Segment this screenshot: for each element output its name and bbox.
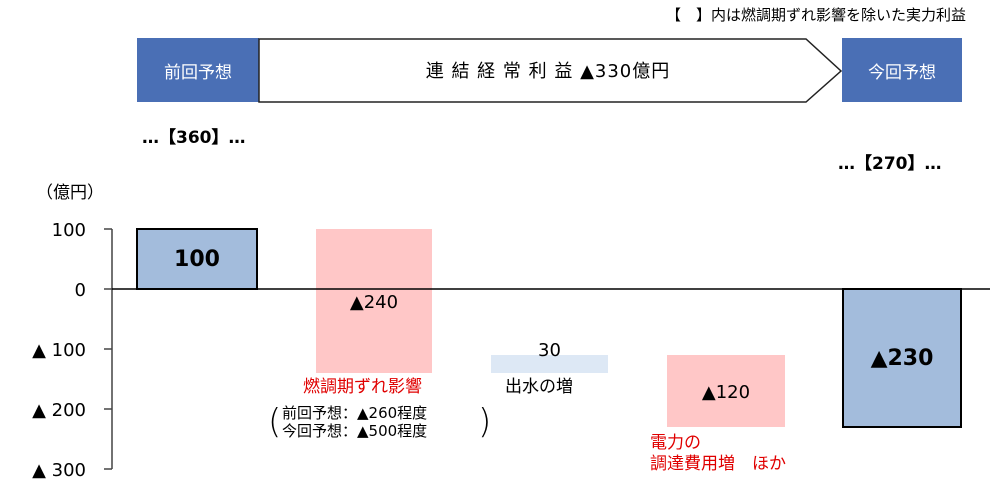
fuel-details-paren-right: )	[478, 402, 492, 442]
fuel-detail-previous: 前回予想：▲260程度	[282, 404, 428, 422]
arrow-label: 連 結 経 常 利 益 ▲330億円	[425, 61, 671, 82]
bar-5	[842, 288, 962, 428]
fuel-details-paren-left: (	[268, 402, 282, 442]
current-underlying-profit: …【270】…	[838, 154, 942, 174]
header-previous-forecast: 前回予想	[137, 38, 259, 102]
water-increase-caption: 出水の増	[505, 377, 573, 397]
y-axis-unit-label: （億円）	[36, 183, 104, 203]
bar-label-1: 100	[174, 247, 220, 272]
y-tick-label-2: ▲ 100	[32, 340, 86, 361]
bar-3	[491, 355, 608, 373]
bar-4	[667, 355, 785, 427]
y-tick-label-3: ▲ 200	[32, 400, 86, 421]
header-current-forecast: 今回予想	[842, 38, 962, 102]
fuel-detail-current: 今回予想：▲500程度	[282, 422, 428, 440]
note-text: 【 】内は燃調期ずれ影響を除いた実力利益	[665, 6, 966, 24]
arrow-shape	[258, 38, 843, 103]
y-tick-label-0: 100	[52, 220, 86, 241]
y-tick-label-1: 0	[75, 280, 86, 301]
power-cost-caption: 電力の 調達費用増 ほか	[650, 433, 786, 475]
power-caption-line-1: 電力の	[650, 433, 701, 453]
bar-label-2: ▲240	[350, 292, 398, 313]
bar-label-5: ▲230	[871, 346, 934, 371]
previous-underlying-profit: …【360】…	[142, 128, 246, 148]
fuel-details: 前回予想：▲260程度 今回予想：▲500程度	[282, 404, 427, 440]
bar-2	[316, 229, 432, 373]
power-caption-line-2: 調達費用増 ほか	[650, 454, 786, 474]
y-tick-label-4: ▲ 300	[32, 460, 86, 481]
fuel-adjustment-caption: 燃調期ずれ影響	[303, 377, 422, 397]
bar-label-3: 30	[538, 340, 561, 361]
bar-label-4: ▲120	[702, 382, 750, 403]
